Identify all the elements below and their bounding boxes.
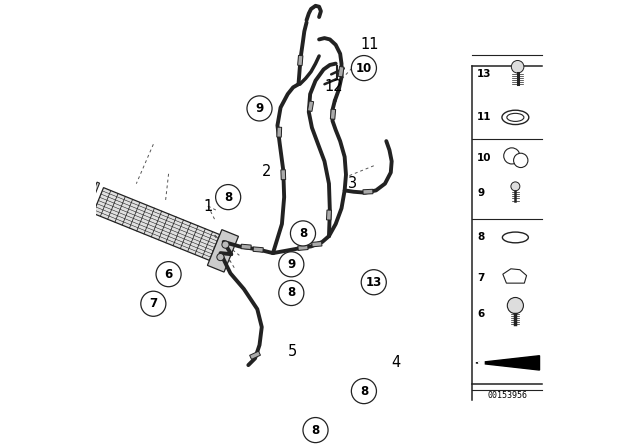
Polygon shape (281, 170, 285, 180)
Circle shape (513, 153, 528, 168)
Text: 4: 4 (392, 355, 401, 370)
Text: 8: 8 (299, 227, 307, 240)
Text: 8: 8 (477, 233, 484, 242)
Text: 3: 3 (348, 176, 357, 191)
Text: 00153956: 00153956 (487, 391, 527, 400)
Polygon shape (363, 189, 373, 194)
Circle shape (351, 56, 376, 81)
Polygon shape (241, 244, 251, 250)
Polygon shape (308, 101, 314, 112)
Circle shape (291, 221, 316, 246)
Polygon shape (93, 188, 220, 260)
Polygon shape (298, 56, 303, 65)
Polygon shape (298, 245, 308, 250)
Circle shape (361, 270, 387, 295)
Text: 10: 10 (477, 153, 492, 163)
Polygon shape (84, 182, 100, 214)
Text: 9: 9 (255, 102, 264, 115)
Text: 6: 6 (164, 267, 173, 281)
Circle shape (216, 185, 241, 210)
Text: 10: 10 (356, 61, 372, 75)
Text: 7: 7 (477, 273, 484, 283)
Text: 1: 1 (204, 198, 212, 214)
Circle shape (279, 280, 304, 306)
Circle shape (511, 182, 520, 191)
Text: 13: 13 (477, 69, 492, 79)
Circle shape (511, 60, 524, 73)
Text: 8: 8 (312, 423, 319, 437)
Text: 6: 6 (477, 309, 484, 319)
Polygon shape (277, 127, 282, 137)
Polygon shape (478, 360, 484, 366)
Text: 13: 13 (365, 276, 382, 289)
Polygon shape (207, 230, 239, 272)
Polygon shape (326, 210, 332, 220)
Circle shape (351, 379, 376, 404)
Circle shape (217, 254, 224, 261)
Polygon shape (250, 351, 260, 359)
Circle shape (222, 241, 229, 248)
Polygon shape (476, 356, 540, 370)
Circle shape (141, 291, 166, 316)
Circle shape (504, 148, 520, 164)
Circle shape (508, 297, 524, 314)
Ellipse shape (507, 113, 524, 121)
Text: 7: 7 (149, 297, 157, 310)
Text: 9: 9 (287, 258, 296, 271)
Polygon shape (338, 66, 344, 77)
Circle shape (247, 96, 272, 121)
Text: 9: 9 (477, 188, 484, 198)
Circle shape (156, 262, 181, 287)
Text: 8: 8 (287, 286, 296, 300)
Polygon shape (503, 269, 527, 283)
Polygon shape (330, 109, 335, 119)
Polygon shape (253, 247, 263, 252)
Text: 8: 8 (224, 190, 232, 204)
Text: 11: 11 (477, 112, 492, 122)
Text: 2: 2 (262, 164, 271, 179)
Text: 8: 8 (360, 384, 368, 398)
Ellipse shape (502, 232, 529, 243)
Text: 12: 12 (324, 78, 343, 94)
Ellipse shape (502, 110, 529, 125)
Polygon shape (312, 241, 322, 247)
Circle shape (279, 252, 304, 277)
Circle shape (303, 418, 328, 443)
Text: 11: 11 (360, 37, 378, 52)
Text: 5: 5 (287, 344, 297, 359)
